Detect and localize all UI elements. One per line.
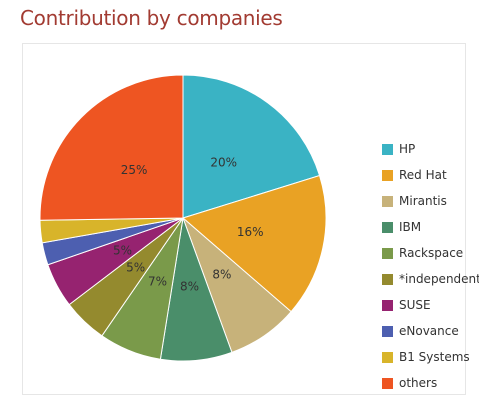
legend-label: *independent [399,272,479,286]
legend-label: Mirantis [399,194,447,208]
pie-slice-red-hat[interactable] [181,174,327,313]
slice-label: 20% [210,156,237,170]
legend-item[interactable]: HP [382,136,479,162]
pie-slice-others[interactable] [39,74,184,221]
legend-label: HP [399,142,416,156]
legend-item[interactable]: B1 Systems [382,344,479,370]
slice-label: 8% [212,268,231,282]
legend-item[interactable]: others [382,370,479,396]
slice-label: 25% [121,163,148,177]
legend-item[interactable]: SUSE [382,292,479,318]
legend-swatch [382,325,393,337]
legend-swatch [382,195,393,207]
legend-item[interactable]: Red Hat [382,162,479,188]
pie-chart: 20%16%8%8%7%5%5%25% [39,74,327,362]
legend-swatch [382,377,393,389]
legend-label: IBM [399,220,422,234]
pie-slice-hp[interactable] [182,74,321,219]
legend-label: Rackspace [399,246,464,260]
legend-label: B1 Systems [399,350,470,364]
legend-item[interactable]: Rackspace [382,240,479,266]
legend-item[interactable]: IBM [382,214,479,240]
legend-item[interactable]: eNovance [382,318,479,344]
legend-label: eNovance [399,324,459,338]
slice-label: 16% [237,225,264,239]
legend-swatch [382,169,393,181]
legend-swatch [382,299,393,311]
slice-label: 5% [126,261,145,275]
legend-swatch [382,143,393,155]
chart-title: Contribution by companies [20,6,283,30]
legend-label: others [399,376,438,390]
slice-label: 7% [148,275,167,289]
legend-label: SUSE [399,298,431,312]
legend-swatch [382,273,393,285]
legend-swatch [382,351,393,363]
legend-item[interactable]: Mirantis [382,188,479,214]
legend: HP Red Hat Mirantis IBM Rackspace *independen… [382,136,479,396]
legend-swatch [382,221,393,233]
legend-label: Red Hat [399,168,447,182]
slice-label: 8% [180,279,199,293]
slice-label: 5% [113,243,132,257]
legend-item[interactable]: *independent [382,266,479,292]
chart-panel: 20% 16% 8% 8% 7% 5% 5% 25% HP Red Hat Mirantis IBM… [22,43,479,395]
legend-swatch [382,247,393,259]
